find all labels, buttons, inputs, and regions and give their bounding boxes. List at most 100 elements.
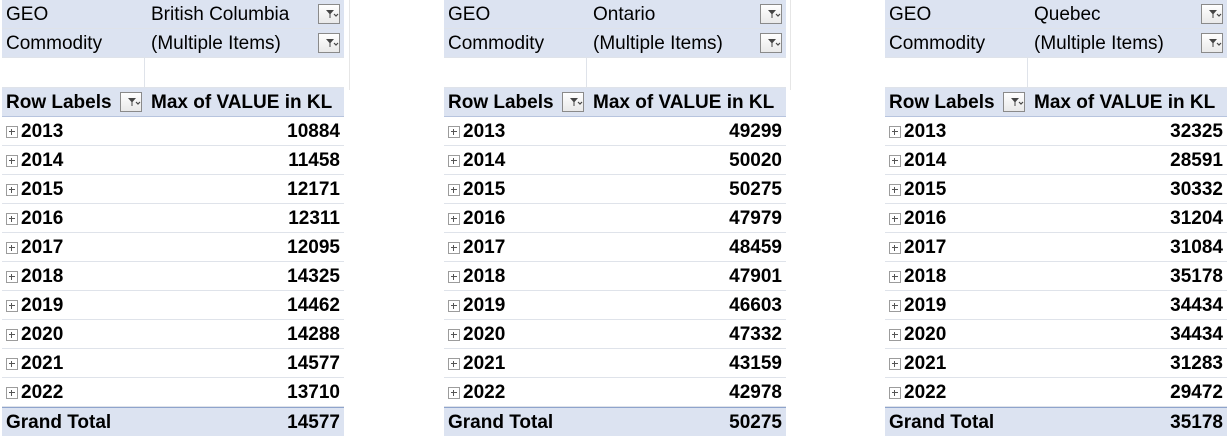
pivot-data-row: 2021 31283 bbox=[885, 349, 1227, 378]
year-text: 2013 bbox=[21, 121, 64, 142]
year-row-label: 2013 bbox=[889, 117, 946, 146]
grid-line bbox=[349, 0, 350, 90]
year-max-value: 47332 bbox=[729, 324, 782, 345]
pivot-table-3: GEO Quebec Commodity (Multiple Items) Row La… bbox=[885, 0, 1227, 436]
pivot-data-row: 2019 34434 bbox=[885, 291, 1227, 320]
filter-dropdown-icon[interactable] bbox=[562, 92, 584, 112]
year-max-value: 47901 bbox=[729, 266, 782, 287]
commodity-filter-row: Commodity (Multiple Items) bbox=[444, 29, 786, 58]
year-text: 2015 bbox=[904, 179, 947, 200]
expand-plus-icon[interactable] bbox=[889, 183, 901, 196]
filter-dropdown-icon[interactable] bbox=[1201, 4, 1223, 24]
year-max-value: 28591 bbox=[1170, 150, 1223, 171]
expand-plus-icon[interactable] bbox=[448, 357, 460, 370]
year-text: 2018 bbox=[21, 266, 64, 287]
pivot-data-row: 2013 32325 bbox=[885, 117, 1227, 146]
expand-plus-icon[interactable] bbox=[448, 125, 460, 138]
pivot-table-2: GEO Ontario Commodity (Multiple Items) Row L… bbox=[444, 0, 786, 436]
pivot-data-row: 2020 47332 bbox=[444, 320, 786, 349]
year-row-label: 2017 bbox=[448, 233, 505, 262]
expand-plus-icon[interactable] bbox=[6, 125, 18, 138]
expand-plus-icon[interactable] bbox=[448, 299, 460, 312]
expand-plus-icon[interactable] bbox=[889, 299, 901, 312]
expand-plus-icon[interactable] bbox=[889, 241, 901, 254]
expand-plus-icon[interactable] bbox=[448, 183, 460, 196]
year-max-value: 35178 bbox=[1170, 266, 1223, 287]
pivot-data-row: 2016 31204 bbox=[885, 204, 1227, 233]
expand-plus-icon[interactable] bbox=[448, 241, 460, 254]
pivot-data-row: 2017 31084 bbox=[885, 233, 1227, 262]
filter-dropdown-icon[interactable] bbox=[120, 92, 142, 112]
year-row-label: 2020 bbox=[889, 320, 946, 349]
expand-plus-icon[interactable] bbox=[889, 328, 901, 341]
year-text: 2020 bbox=[904, 324, 947, 345]
year-row-label: 2015 bbox=[448, 175, 505, 204]
pivot-header-row: Row Labels Max of VALUE in KL bbox=[2, 88, 344, 117]
expand-plus-icon[interactable] bbox=[448, 212, 460, 225]
year-text: 2015 bbox=[21, 179, 64, 200]
value-column-header: Max of VALUE in KL bbox=[593, 92, 775, 113]
year-text: 2014 bbox=[904, 150, 947, 171]
expand-plus-icon[interactable] bbox=[6, 386, 18, 399]
expand-plus-icon[interactable] bbox=[448, 154, 460, 167]
year-text: 2014 bbox=[21, 150, 64, 171]
expand-plus-icon[interactable] bbox=[448, 386, 460, 399]
expand-plus-icon[interactable] bbox=[889, 154, 901, 167]
year-text: 2021 bbox=[21, 353, 64, 374]
filter-dropdown-icon[interactable] bbox=[318, 33, 340, 53]
grand-total-row: Grand Total 35178 bbox=[885, 407, 1227, 436]
expand-plus-icon[interactable] bbox=[6, 183, 18, 196]
year-text: 2017 bbox=[904, 237, 947, 258]
filter-dropdown-icon[interactable] bbox=[1003, 92, 1025, 112]
expand-plus-icon[interactable] bbox=[889, 357, 901, 370]
year-max-value: 29472 bbox=[1170, 382, 1223, 403]
pivot-data-row: 2022 42978 bbox=[444, 378, 786, 407]
year-max-value: 50275 bbox=[729, 179, 782, 200]
year-text: 2016 bbox=[21, 208, 64, 229]
year-row-label: 2016 bbox=[889, 204, 946, 233]
year-row-label: 2017 bbox=[6, 233, 63, 262]
year-row-label: 2015 bbox=[889, 175, 946, 204]
expand-plus-icon[interactable] bbox=[6, 299, 18, 312]
year-max-value: 48459 bbox=[729, 237, 782, 258]
year-max-value: 34434 bbox=[1170, 295, 1223, 316]
pivot-data-row: 2022 13710 bbox=[2, 378, 344, 407]
expand-plus-icon[interactable] bbox=[6, 212, 18, 225]
filter-dropdown-icon[interactable] bbox=[760, 33, 782, 53]
expand-plus-icon[interactable] bbox=[6, 241, 18, 254]
pivot-data-row: 2016 47979 bbox=[444, 204, 786, 233]
year-row-label: 2022 bbox=[889, 378, 946, 407]
year-text: 2022 bbox=[21, 382, 64, 403]
pivot-data-row: 2015 12171 bbox=[2, 175, 344, 204]
expand-plus-icon[interactable] bbox=[6, 154, 18, 167]
year-max-value: 10884 bbox=[287, 121, 340, 142]
expand-plus-icon[interactable] bbox=[6, 357, 18, 370]
value-column-header: Max of VALUE in KL bbox=[151, 92, 333, 113]
expand-plus-icon[interactable] bbox=[889, 386, 901, 399]
expand-plus-icon[interactable] bbox=[448, 328, 460, 341]
filter-dropdown-icon[interactable] bbox=[760, 4, 782, 24]
expand-plus-icon[interactable] bbox=[889, 212, 901, 225]
year-row-label: 2022 bbox=[448, 378, 505, 407]
year-max-value: 13710 bbox=[287, 382, 340, 403]
commodity-filter-value: (Multiple Items) bbox=[1034, 33, 1164, 54]
geo-filter-label: GEO bbox=[448, 4, 491, 25]
year-row-label: 2019 bbox=[448, 291, 505, 320]
filter-dropdown-icon[interactable] bbox=[318, 4, 340, 24]
pivot-data-row: 2014 50020 bbox=[444, 146, 786, 175]
expand-plus-icon[interactable] bbox=[6, 270, 18, 283]
geo-filter-label: GEO bbox=[889, 4, 932, 25]
expand-plus-icon[interactable] bbox=[448, 270, 460, 283]
filter-dropdown-icon[interactable] bbox=[1201, 33, 1223, 53]
year-max-value: 50020 bbox=[729, 150, 782, 171]
pivot-table-1: GEO British Columbia Commodity (Multiple It… bbox=[2, 0, 344, 436]
year-row-label: 2021 bbox=[889, 349, 946, 378]
year-max-value: 32325 bbox=[1170, 121, 1223, 142]
expand-plus-icon[interactable] bbox=[889, 125, 901, 138]
pivot-data-row: 2016 12311 bbox=[2, 204, 344, 233]
commodity-filter-row: Commodity (Multiple Items) bbox=[2, 29, 344, 58]
expand-plus-icon[interactable] bbox=[889, 270, 901, 283]
expand-plus-icon[interactable] bbox=[6, 328, 18, 341]
year-max-value: 34434 bbox=[1170, 324, 1223, 345]
year-text: 2022 bbox=[463, 382, 506, 403]
